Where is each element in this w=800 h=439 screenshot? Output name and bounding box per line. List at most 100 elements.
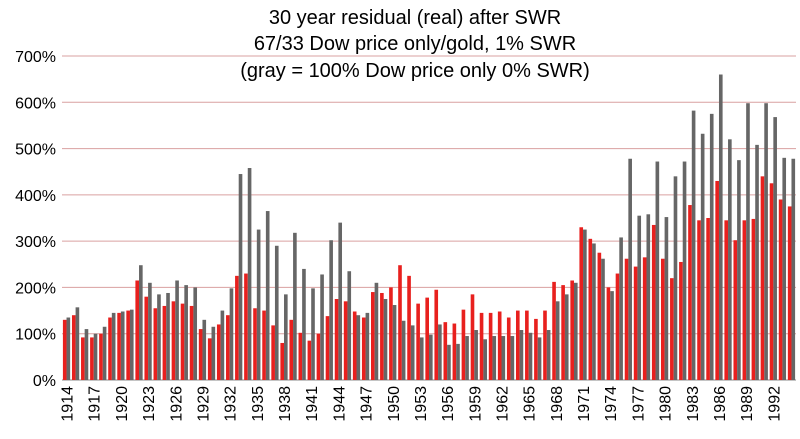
bar xyxy=(347,271,352,380)
bar xyxy=(189,305,194,380)
bar xyxy=(289,319,294,380)
bar xyxy=(628,158,632,380)
bar xyxy=(787,206,792,380)
bar xyxy=(461,309,466,380)
bar xyxy=(691,110,696,381)
bar xyxy=(71,315,76,380)
bar xyxy=(555,301,560,380)
bar xyxy=(175,280,179,380)
x-tick-label: 1962 xyxy=(494,386,511,422)
bar xyxy=(144,296,149,380)
bar xyxy=(126,310,130,380)
y-tick-label: 500% xyxy=(15,142,56,159)
bar xyxy=(543,310,547,380)
bar xyxy=(700,133,705,380)
bar xyxy=(211,326,216,380)
bar xyxy=(492,336,497,380)
bar xyxy=(207,338,212,380)
bar xyxy=(361,317,366,380)
bar xyxy=(371,292,375,380)
y-tick-label: 700% xyxy=(15,49,56,66)
bar xyxy=(751,218,756,380)
bar xyxy=(438,324,442,380)
bar xyxy=(588,238,593,380)
y-tick-label: 0% xyxy=(33,373,56,390)
bar xyxy=(229,288,234,380)
bar xyxy=(715,180,719,380)
x-tick-label: 1971 xyxy=(576,386,593,422)
bar xyxy=(679,261,683,380)
bar xyxy=(724,220,729,380)
bar xyxy=(525,310,529,380)
bar xyxy=(528,332,533,380)
bar xyxy=(244,273,248,380)
bar xyxy=(153,308,158,380)
bar xyxy=(365,312,370,380)
bar xyxy=(773,117,777,381)
bar xyxy=(673,176,678,380)
bar xyxy=(597,252,602,380)
bar xyxy=(579,227,584,380)
bar xyxy=(515,310,520,380)
bar xyxy=(262,310,266,380)
bar xyxy=(601,258,605,380)
bar xyxy=(447,344,451,380)
bar xyxy=(184,285,188,380)
bar xyxy=(307,340,312,380)
bar xyxy=(316,333,321,380)
bar xyxy=(660,258,665,380)
x-tick-label: 1941 xyxy=(304,386,321,422)
x-tick-label: 1959 xyxy=(467,386,484,422)
bar xyxy=(456,343,460,380)
bar xyxy=(265,211,270,380)
bar xyxy=(383,299,388,380)
bar xyxy=(81,337,85,380)
bar xyxy=(135,280,140,380)
bar xyxy=(501,336,506,380)
bar xyxy=(90,337,94,380)
bar xyxy=(479,312,484,380)
bar xyxy=(610,291,614,380)
bar xyxy=(510,336,515,380)
x-tick-label: 1914 xyxy=(60,386,77,422)
x-tick-label: 1977 xyxy=(630,386,647,422)
x-tick-label: 1947 xyxy=(359,386,376,422)
y-tick-label: 200% xyxy=(15,280,56,297)
bar xyxy=(488,312,493,380)
bar xyxy=(425,297,429,380)
bar xyxy=(651,224,656,380)
bar xyxy=(293,232,297,380)
bar xyxy=(470,294,475,380)
bar xyxy=(452,323,457,380)
bar xyxy=(334,299,339,380)
bar xyxy=(226,315,230,380)
bar xyxy=(746,103,750,380)
bar xyxy=(718,74,723,380)
bar xyxy=(519,330,524,380)
bar xyxy=(157,294,161,380)
bar xyxy=(573,282,578,380)
bar xyxy=(474,330,478,380)
x-tick-label: 1965 xyxy=(522,386,539,422)
bar xyxy=(429,334,433,380)
x-tick-label: 1935 xyxy=(250,386,267,422)
x-tick-label: 1926 xyxy=(168,386,185,422)
x-tick-label: 1956 xyxy=(440,386,457,422)
bar xyxy=(139,265,143,380)
bar xyxy=(166,292,170,380)
bar xyxy=(329,240,333,380)
bar xyxy=(592,243,596,380)
bar xyxy=(606,287,611,380)
bar xyxy=(733,240,738,380)
x-tick-label: 1917 xyxy=(87,386,104,422)
bar xyxy=(220,310,225,380)
bar xyxy=(564,294,569,380)
x-tick-label: 1923 xyxy=(141,386,158,422)
bar xyxy=(434,289,439,380)
bar xyxy=(506,317,511,380)
chart-subtitle: (gray = 100% Dow price only 0% SWR) xyxy=(240,60,590,82)
bar xyxy=(271,325,275,380)
bar xyxy=(778,199,783,380)
bar xyxy=(148,282,152,380)
